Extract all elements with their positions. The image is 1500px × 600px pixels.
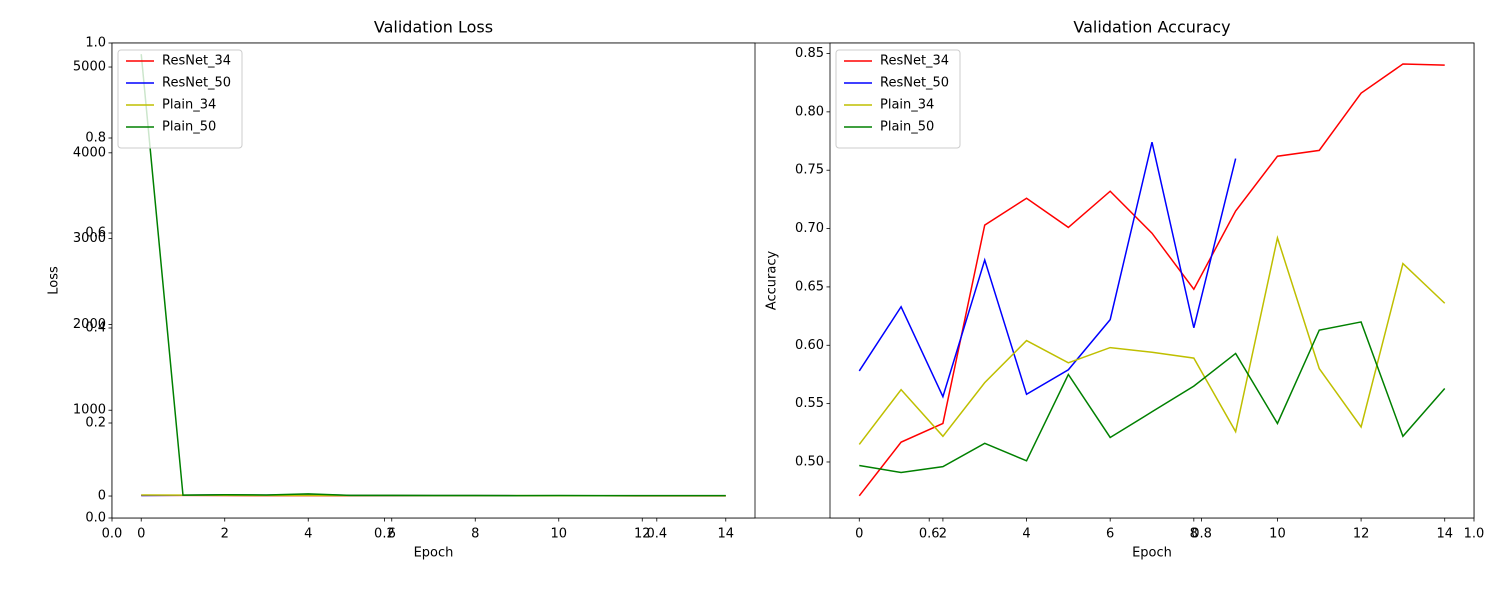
x-tick-label: 12 — [1353, 527, 1370, 542]
x-tick-label: 14 — [1436, 527, 1453, 542]
y-tick-label: 3000 — [73, 231, 106, 246]
y-tick-label: 0.6 — [85, 226, 106, 241]
series-line — [858, 142, 1237, 399]
x-tick-label: 2 — [939, 527, 947, 542]
legend-label: ResNet_50 — [880, 76, 949, 91]
y-tick-label: 0.0 — [85, 511, 106, 526]
chart-title: Validation Loss — [374, 18, 493, 37]
y-tick-label: 0.75 — [795, 163, 824, 178]
y-tick-label: 0 — [98, 489, 106, 504]
x-tick-label: 8 — [1190, 527, 1198, 542]
legend-box — [835, 49, 961, 149]
legend-label: Plain_34 — [162, 98, 216, 113]
y-tick-label: 0.60 — [795, 338, 824, 353]
y-tick-label: 4000 — [73, 145, 106, 160]
x-tick-label: 8 — [471, 527, 479, 542]
legend-label: Plain_50 — [880, 120, 934, 135]
series-line — [858, 235, 1446, 445]
legend-label: ResNet_34 — [880, 54, 949, 69]
x-tick-label: 0.6 — [919, 527, 940, 542]
x-tick-label: 0 — [137, 527, 145, 542]
legend: ResNet_34 ResNet_50 Plain_34 Plain_50 — [835, 49, 961, 149]
x-tick-label: 0.0 — [102, 527, 123, 542]
y-tick-label: 0.50 — [795, 454, 824, 469]
series-line — [140, 54, 726, 497]
x-tick-label: 0 — [855, 527, 863, 542]
x-tick-label: 6 — [1106, 527, 1114, 542]
legend-label: Plain_50 — [162, 120, 216, 135]
x-axis-label: Epoch — [1132, 546, 1172, 561]
x-tick-label: 2 — [221, 527, 229, 542]
y-tick-label: 0.85 — [795, 46, 824, 61]
x-tick-label: 4 — [1022, 527, 1030, 542]
series-line — [859, 321, 1446, 474]
series-line — [858, 63, 1445, 497]
y-tick-label: 1000 — [73, 403, 106, 418]
axes-frame — [111, 42, 756, 519]
y-axis-label: Loss — [47, 266, 62, 295]
legend-box — [117, 49, 243, 149]
legend-label: Plain_34 — [880, 98, 934, 113]
axes-frame — [829, 42, 1475, 519]
x-tick-label: 1.0 — [1464, 527, 1485, 542]
legend-label: ResNet_34 — [162, 54, 231, 69]
x-tick-label: 12 — [634, 527, 651, 542]
x-tick-label: 10 — [550, 527, 567, 542]
y-tick-label: 2000 — [73, 317, 106, 332]
x-tick-label: 0.4 — [646, 527, 667, 542]
x-tick-label: 0.8 — [1191, 527, 1212, 542]
y-axis-label: Accuracy — [765, 251, 780, 311]
legend-label: ResNet_50 — [162, 76, 231, 91]
chart: 0 2 4 6 8 10 12 14 0 1000 2000 3000 4000 5000 Validati… — [47, 18, 756, 561]
y-tick-label: 0.4 — [85, 321, 106, 336]
y-tick-label: 0.55 — [795, 396, 824, 411]
x-tick-label: 0.2 — [374, 527, 395, 542]
y-tick-label: 0.8 — [85, 131, 106, 146]
y-tick-label: 0.65 — [795, 279, 824, 294]
legend: ResNet_34 ResNet_50 Plain_34 Plain_50 — [117, 49, 243, 149]
x-tick-label: 14 — [717, 527, 734, 542]
chart-title: Validation Accuracy — [1073, 18, 1230, 37]
x-tick-label: 4 — [304, 527, 312, 542]
y-tick-label: 0.70 — [795, 221, 824, 236]
chart: 0 2 4 6 8 10 12 14 0.50 0.55 0.60 0.65 0.70 0.75 0.80 0… — [765, 18, 1475, 561]
y-tick-label: 5000 — [73, 60, 106, 75]
y-tick-label: 1.0 — [85, 36, 106, 51]
x-axis-label: Epoch — [414, 546, 454, 561]
y-tick-label: 0.80 — [795, 104, 824, 119]
y-tick-label: 0.2 — [85, 416, 106, 431]
x-tick-label: 6 — [388, 527, 396, 542]
x-tick-label: 10 — [1269, 527, 1286, 542]
